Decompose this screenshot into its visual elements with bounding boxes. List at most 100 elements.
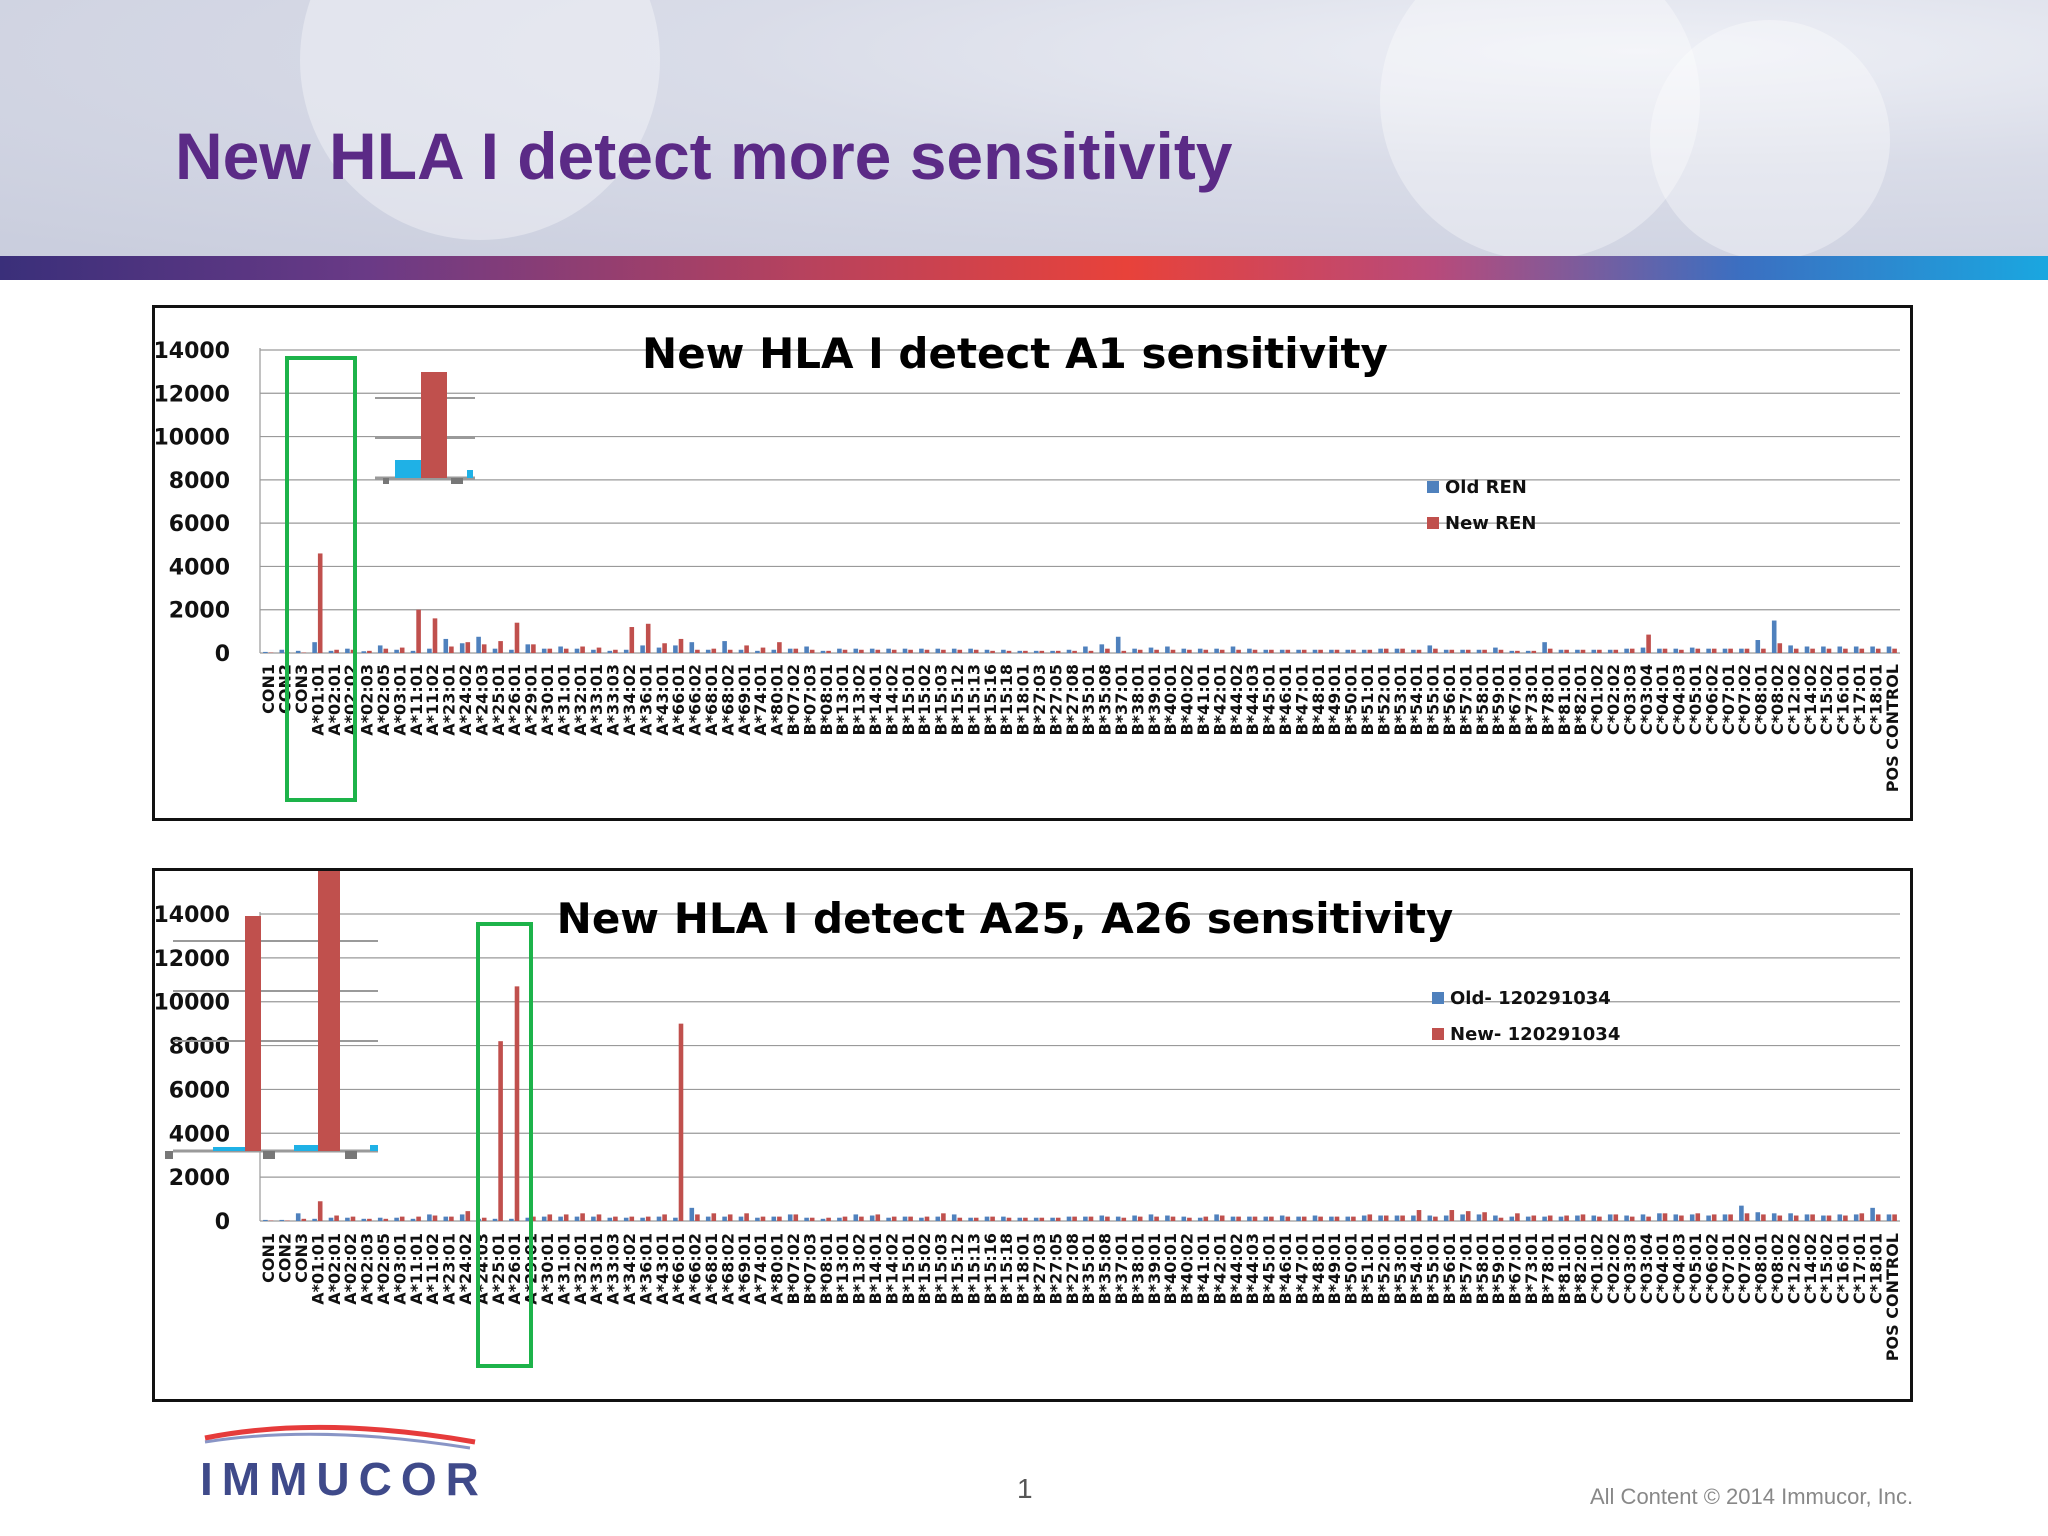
bar-new [1744, 648, 1750, 653]
bar-old [1197, 1217, 1203, 1221]
x-tick-label: B*57:01 [1456, 664, 1475, 736]
bar-new [1351, 1216, 1356, 1221]
bar-new [1613, 1214, 1619, 1221]
x-tick-label: A*23:01 [440, 1233, 459, 1305]
inset-bar-old [213, 1147, 245, 1151]
x-tick-label: B*38:01 [1128, 1233, 1147, 1305]
x-tick-label: A*68:01 [702, 1233, 721, 1305]
bar-new [1498, 1217, 1504, 1221]
bar-old [1821, 646, 1826, 653]
x-tick-label: C*05:01 [1686, 1233, 1705, 1304]
bar-new [1088, 1216, 1094, 1221]
bar-old [1673, 1214, 1679, 1221]
bar-old [902, 1216, 908, 1221]
chart-a25-a26-frame: 0 2000 4000 6000 8000 10000 12000 14000 CON1 CON2… [152, 868, 1913, 1402]
x-tick-label: C*05:01 [1686, 664, 1705, 735]
bar-new [1613, 649, 1619, 653]
bar-new [1777, 643, 1783, 653]
bar-old [951, 1214, 957, 1221]
bar-new [465, 642, 471, 653]
x-tick-label: B*13:02 [850, 664, 869, 736]
bar-new [1531, 1215, 1537, 1221]
bar-old [1886, 1214, 1892, 1221]
bar-new [1875, 1214, 1881, 1221]
bar-old [1050, 1217, 1055, 1221]
x-tick-label: A*11:02 [423, 664, 442, 736]
bar-new [1629, 1216, 1635, 1221]
bar-old [1755, 1212, 1761, 1221]
bar-old [509, 649, 514, 653]
x-tick-label: C*04:03 [1670, 664, 1689, 735]
bar-new [908, 649, 913, 653]
bar-new [350, 1216, 356, 1221]
x-tick-label: A*68:02 [718, 664, 737, 736]
bar-new [957, 1217, 963, 1221]
highlight-box [476, 922, 533, 1368]
x-tick-label: C*18:01 [1866, 664, 1885, 735]
x-tick-label: C*08:02 [1768, 1233, 1787, 1304]
bar-new [1728, 648, 1733, 653]
bar-new [826, 1217, 831, 1221]
bar-new [383, 1218, 389, 1221]
x-tick-label: B*07:02 [784, 1233, 803, 1305]
bar-old [1837, 646, 1843, 653]
bar-old [623, 1217, 629, 1221]
bar-new [1498, 649, 1504, 653]
x-tick-label: B*73:01 [1522, 1233, 1541, 1305]
x-tick-label: B*39:01 [1145, 1233, 1164, 1305]
bar-old [968, 1217, 973, 1221]
x-tick-label: B*82:01 [1571, 664, 1590, 736]
legend-swatch [1427, 481, 1439, 493]
x-tick-label: B*15:16 [981, 664, 1000, 736]
x-tick-label: B*56:01 [1440, 1233, 1459, 1305]
bar-old [295, 1213, 301, 1221]
bar-new [1367, 649, 1373, 653]
y-tick-label: 10000 [155, 426, 230, 451]
bar-old [1460, 649, 1465, 653]
bar-old [312, 1218, 317, 1221]
bar-old [394, 1217, 399, 1221]
x-tick-label: A*01:01 [308, 1233, 327, 1305]
bar-old [1689, 1214, 1695, 1221]
bar-old [263, 1219, 268, 1221]
x-tick-label: C*03:03 [1620, 664, 1639, 735]
bar-old [1640, 1214, 1646, 1221]
bar-new [1351, 649, 1356, 653]
x-tick-label: A*74:01 [751, 664, 770, 736]
bar-new [399, 1216, 405, 1221]
bar-new [1449, 1210, 1455, 1221]
x-tick-label: B*15:18 [997, 1233, 1016, 1305]
bar-old [1493, 1215, 1498, 1221]
bar-new [1728, 1214, 1733, 1221]
x-tick-label: A*11:01 [407, 664, 426, 736]
x-tick-label: B*27:03 [1030, 664, 1049, 736]
x-tick-label: B*27:05 [1046, 1233, 1065, 1305]
bar-new [1285, 1216, 1291, 1221]
y-tick-label: 4000 [169, 1122, 230, 1147]
bar-old [1017, 1217, 1023, 1221]
chart-a25-a26: 0 2000 4000 6000 8000 10000 12000 14000 CON1CON2… [153, 871, 1902, 1368]
bar-old [263, 651, 268, 653]
bar-new [367, 650, 372, 653]
x-tick-label: B*67:01 [1506, 664, 1525, 736]
bar-old [1165, 646, 1170, 653]
x-tick-label: B*81:01 [1555, 664, 1574, 736]
x-tick-label: B*07:02 [784, 664, 803, 736]
bar-old [1722, 648, 1728, 653]
bar-new [777, 1216, 782, 1221]
bar-new [1580, 1214, 1586, 1221]
x-tick-label: B*07:03 [800, 664, 819, 736]
bar-old [722, 1216, 727, 1221]
y-tick-label: 2000 [169, 1166, 230, 1191]
x-tick-label: B*14:02 [882, 1233, 901, 1305]
bar-old [459, 1214, 465, 1221]
x-tick-label: B*35:01 [1079, 664, 1098, 736]
bar-old [459, 643, 465, 653]
bar-old [312, 642, 317, 653]
legend-swatch [1427, 517, 1439, 529]
x-tick-label: A*66:01 [669, 1233, 688, 1305]
bar-new [777, 642, 782, 653]
x-tick-label: B*41:01 [1194, 1233, 1213, 1305]
bar-old [607, 650, 613, 653]
bar-new [1383, 1215, 1389, 1221]
